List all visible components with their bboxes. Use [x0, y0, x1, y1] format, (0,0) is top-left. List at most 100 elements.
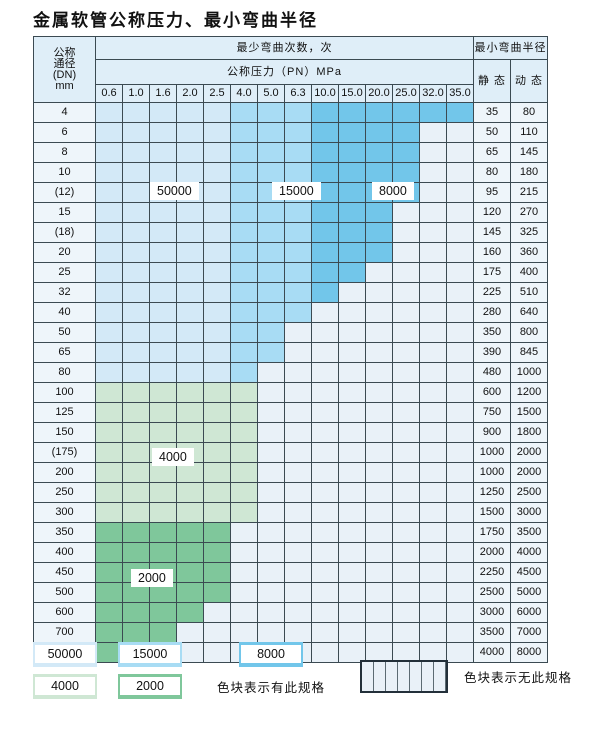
- spec-cell-filled: [176, 282, 204, 303]
- spec-cell-empty: [230, 602, 258, 623]
- spec-cell-filled: [149, 502, 177, 523]
- spec-cell-empty: [365, 622, 393, 643]
- spec-cell-empty: [419, 622, 447, 643]
- spec-cell-filled: [176, 462, 204, 483]
- dn-header-line-4: mm: [55, 79, 74, 92]
- spec-cell-filled: [95, 142, 123, 163]
- spec-cell-empty: [392, 362, 420, 383]
- spec-cell-empty: [338, 622, 366, 643]
- legend-value-2000: 2000: [120, 677, 180, 695]
- spec-cell-filled: [230, 222, 258, 243]
- legend-has-spec-text: 色块表示有此规格: [217, 680, 326, 695]
- spec-cell-filled: [122, 102, 150, 123]
- dn-header-cell: 公称 通径 (DN) mm: [33, 36, 96, 103]
- spec-cell-empty: [284, 522, 312, 543]
- spec-cell-filled: [203, 442, 231, 463]
- spec-cell-empty: [230, 562, 258, 583]
- dn-header-line-1: 公称: [53, 46, 76, 59]
- pressure-col-header-4: 2.5: [203, 84, 231, 103]
- spec-cell-filled: [122, 262, 150, 283]
- spec-cell-filled: [203, 342, 231, 363]
- spec-cell-empty: [365, 462, 393, 483]
- spec-cell-filled: [230, 502, 258, 523]
- dynamic-radius-value: 2500: [510, 482, 548, 503]
- spec-cell-filled: [176, 222, 204, 243]
- spec-cell-filled: [95, 482, 123, 503]
- static-radius-value: 1000: [473, 462, 511, 483]
- table-row: 350 1750 3500: [33, 522, 548, 543]
- spec-cell-filled: [176, 582, 204, 603]
- table-row: 250 1250 2500: [33, 482, 548, 503]
- spec-cell-filled: [203, 502, 231, 523]
- dn-value: 250: [33, 482, 96, 503]
- dn-value: 200: [33, 462, 96, 483]
- spec-cell-filled: [149, 602, 177, 623]
- spec-cell-filled: [176, 382, 204, 403]
- spec-cell-empty: [446, 382, 474, 403]
- spec-cell-empty: [419, 182, 447, 203]
- spec-cell-empty: [419, 422, 447, 443]
- spec-cell-empty: [392, 622, 420, 643]
- spec-cell-filled: [176, 142, 204, 163]
- spec-cell-empty: [338, 322, 366, 343]
- pressure-col-header-5: 4.0: [230, 84, 258, 103]
- spec-cell-filled: [230, 122, 258, 143]
- spec-cell-filled: [203, 422, 231, 443]
- spec-cell-empty: [392, 382, 420, 403]
- spec-cell-filled: [338, 122, 366, 143]
- spec-cell-filled: [122, 582, 150, 603]
- spec-cell-filled: [122, 422, 150, 443]
- spec-cell-filled: [122, 382, 150, 403]
- static-radius-value: 175: [473, 262, 511, 283]
- table-row: 15 120 270: [33, 202, 548, 223]
- dn-value: 20: [33, 242, 96, 263]
- spec-cell-empty: [257, 562, 285, 583]
- spec-cell-empty: [365, 562, 393, 583]
- spec-cell-filled: [338, 262, 366, 283]
- legend-row-blue: 50000 15000 8000: [33, 638, 573, 670]
- spec-cell-filled: [176, 342, 204, 363]
- spec-cell-empty: [257, 482, 285, 503]
- dynamic-radius-value: 2000: [510, 442, 548, 463]
- header-row-2: 公称压力（PN）MPa 静 态 动 态: [34, 59, 548, 103]
- spec-cell-filled: [149, 542, 177, 563]
- spec-cell-filled: [149, 242, 177, 263]
- spec-cell-filled: [284, 262, 312, 283]
- spec-cell-empty: [419, 402, 447, 423]
- static-radius-value: 1750: [473, 522, 511, 543]
- spec-cell-empty: [365, 362, 393, 383]
- spec-cell-empty: [338, 522, 366, 543]
- spec-cell-filled: [203, 182, 231, 203]
- static-radius-value: 2000: [473, 542, 511, 563]
- spec-cell-empty: [257, 442, 285, 463]
- spec-cell-empty: [284, 482, 312, 503]
- spec-cell-filled: [149, 222, 177, 243]
- spec-cell-empty: [257, 582, 285, 603]
- spec-cell-empty: [419, 522, 447, 543]
- table-row: 150 900 1800: [33, 422, 548, 443]
- spec-cell-empty: [446, 122, 474, 143]
- legend-swatch-50000: 50000: [33, 641, 97, 667]
- table-row: 65 390 845: [33, 342, 548, 363]
- spec-cell-filled: [122, 122, 150, 143]
- spec-cell-filled: [338, 142, 366, 163]
- spec-cell-empty: [365, 602, 393, 623]
- static-radius-value: 35: [473, 102, 511, 123]
- spec-cell-filled: [257, 342, 285, 363]
- static-radius-value: 2500: [473, 582, 511, 603]
- static-radius-value: 900: [473, 422, 511, 443]
- spec-cell-filled: [203, 522, 231, 543]
- spec-cell-empty: [338, 642, 366, 663]
- spec-cell-empty: [338, 442, 366, 463]
- spec-cell-empty: [284, 402, 312, 423]
- spec-cell-filled: [149, 482, 177, 503]
- legend-swatch-4000: 4000: [33, 673, 97, 699]
- spec-cell-filled: [176, 102, 204, 123]
- spec-cell-empty: [392, 602, 420, 623]
- pressure-col-header-2: 1.6: [149, 84, 177, 103]
- spec-cell-filled: [203, 322, 231, 343]
- pressure-col-header-13: 35.0: [446, 84, 474, 103]
- dynamic-radius-value: 80: [510, 102, 548, 123]
- spec-cell-empty: [338, 582, 366, 603]
- spec-cell-filled: [122, 142, 150, 163]
